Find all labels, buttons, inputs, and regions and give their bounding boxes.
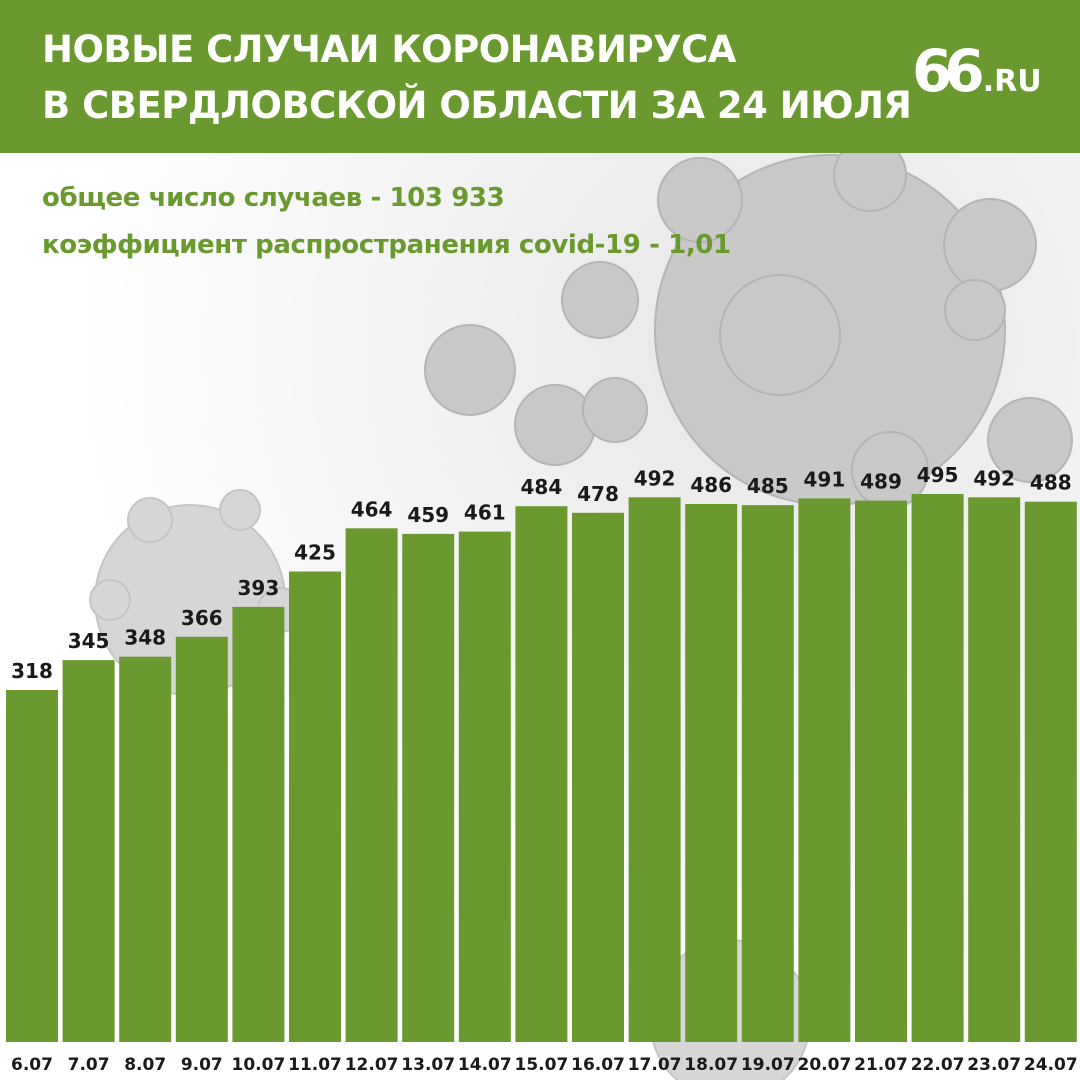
x-tick-14.07: 14.07 [458,1055,512,1075]
bar-14.07 [458,531,511,1042]
x-tick-17.07: 17.07 [628,1055,682,1075]
title-line-2: В СВЕРДЛОВСКОЙ ОБЛАСТИ ЗА 24 ИЮЛЯ [42,84,912,127]
value-label-15.07: 484 [521,475,563,499]
bar-20.07 [798,498,851,1042]
x-tick-10.07: 10.07 [232,1055,286,1075]
bar-16.07 [572,512,624,1042]
x-tick-18.07: 18.07 [684,1055,738,1075]
x-tick-8.07: 8.07 [124,1055,166,1075]
value-label-21.07: 489 [860,470,902,494]
value-label-16.07: 478 [577,482,619,506]
bar-9.07 [175,636,228,1042]
bar-19.07 [741,505,794,1043]
logo-number: 66 [912,37,985,105]
x-tick-21.07: 21.07 [854,1055,908,1075]
bar-22.07 [911,494,964,1042]
bar-24.07 [1024,501,1077,1042]
bar-10.07 [232,606,285,1042]
x-tick-7.07: 7.07 [68,1055,110,1075]
value-label-20.07: 491 [804,467,846,491]
value-label-18.07: 486 [690,473,732,497]
x-tick-9.07: 9.07 [181,1055,223,1075]
bar-15.07 [515,506,568,1042]
bar-21.07 [855,500,907,1043]
bar-8.07 [119,656,172,1042]
value-label-7.07: 345 [68,629,110,653]
bar-13.07 [402,533,455,1042]
x-tick-20.07: 20.07 [798,1055,852,1075]
x-tick-12.07: 12.07 [345,1055,399,1075]
chart-title: НОВЫЕ СЛУЧАИ КОРОНАВИРУСА В СВЕРДЛОВСКОЙ… [42,22,912,134]
value-label-24.07: 488 [1030,471,1072,495]
bar-12.07 [345,528,398,1042]
x-tick-23.07: 23.07 [967,1055,1021,1075]
logo-suffix: .RU [982,64,1042,99]
x-tick-19.07: 19.07 [741,1055,795,1075]
x-tick-13.07: 13.07 [401,1055,455,1075]
title-line-1: НОВЫЕ СЛУЧАИ КОРОНАВИРУСА [42,28,736,71]
value-label-14.07: 461 [464,501,506,525]
value-label-17.07: 492 [634,466,676,490]
bar-11.07 [289,571,341,1042]
total-cases-text: общее число случаев - 103 933 [42,183,505,213]
bar-23.07 [968,497,1021,1042]
value-label-9.07: 366 [181,606,223,630]
header-banner: НОВЫЕ СЛУЧАИ КОРОНАВИРУСА В СВЕРДЛОВСКОЙ… [0,0,1080,153]
bar-17.07 [628,497,681,1042]
value-label-22.07: 495 [917,463,959,487]
bar-7.07 [62,660,115,1042]
value-label-23.07: 492 [973,466,1015,490]
value-label-10.07: 393 [238,576,280,600]
x-tick-6.07: 6.07 [11,1055,53,1075]
value-label-11.07: 425 [294,541,336,565]
x-tick-22.07: 22.07 [911,1055,965,1075]
value-label-12.07: 464 [351,497,393,521]
bar-6.07 [6,690,58,1042]
value-label-6.07: 318 [11,659,53,683]
x-tick-24.07: 24.07 [1024,1055,1078,1075]
value-label-8.07: 348 [124,626,166,650]
site-logo: 66 .RU [912,36,1062,106]
x-tick-11.07: 11.07 [288,1055,342,1075]
value-label-13.07: 459 [407,503,449,527]
spread-rate-text: коэффициент распространения covid-19 - 1… [42,230,731,260]
x-tick-16.07: 16.07 [571,1055,625,1075]
x-tick-15.07: 15.07 [515,1055,569,1075]
value-label-19.07: 485 [747,474,789,498]
bar-18.07 [685,504,738,1042]
